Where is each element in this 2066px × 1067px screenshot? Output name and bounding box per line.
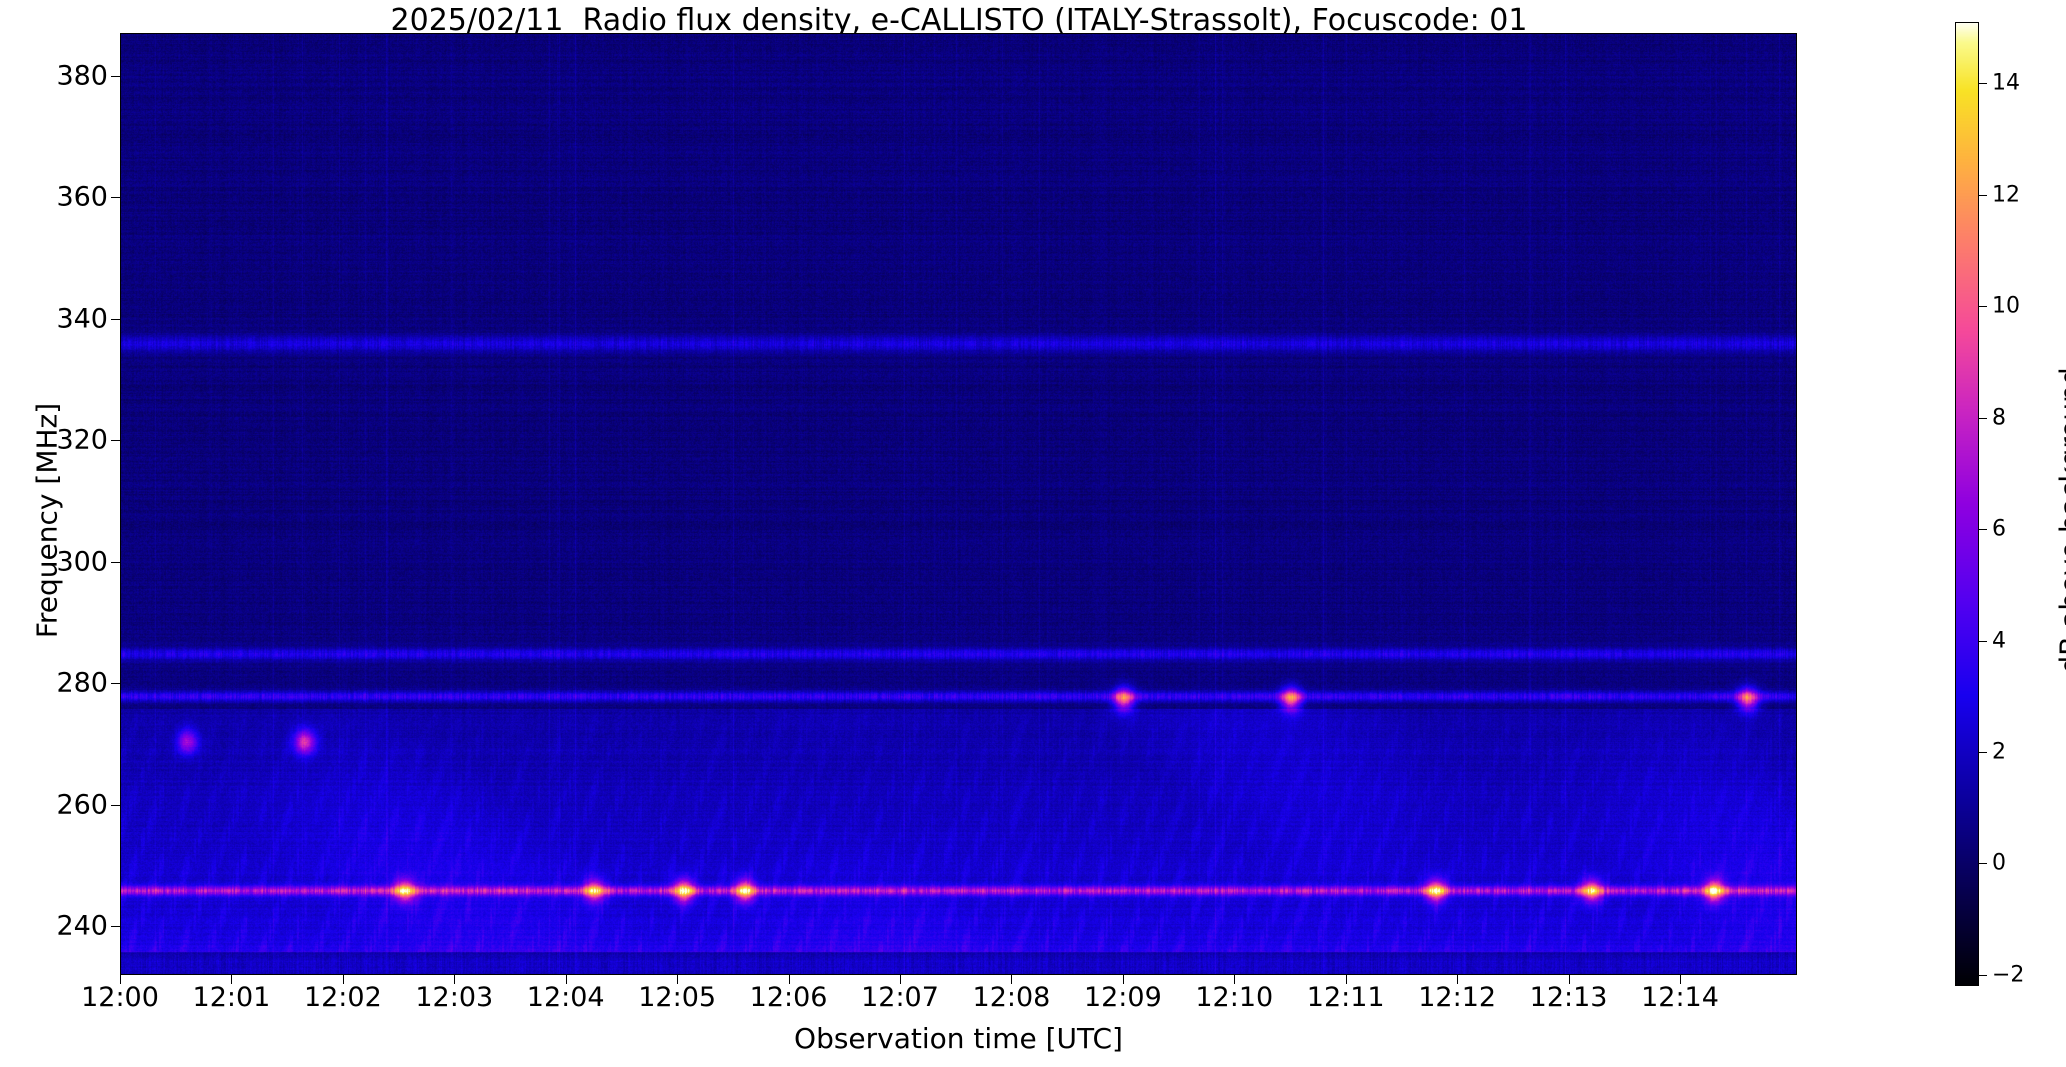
x-tick-label: 12:06 <box>749 982 828 1013</box>
y-tick-mark <box>111 318 120 320</box>
x-tick-label: 12:12 <box>1418 982 1497 1013</box>
y-tick-label: 260 <box>56 789 108 821</box>
colorbar-tick-label: 10 <box>1992 293 2020 319</box>
y-tick-label: 360 <box>56 181 108 213</box>
colorbar-tick-label: 0 <box>1992 850 2006 876</box>
x-tick-mark <box>1122 975 1124 984</box>
y-tick-mark <box>111 926 120 928</box>
colorbar-tick-label: 14 <box>1992 70 2020 96</box>
colorbar-label: dB above background <box>2053 367 2066 674</box>
colorbar-tick-label: 8 <box>1992 405 2006 431</box>
x-tick-label: 12:11 <box>1306 982 1385 1013</box>
x-tick-mark <box>1568 975 1570 984</box>
y-tick-label: 320 <box>56 424 108 456</box>
spectrogram-heatmap <box>121 34 1796 974</box>
x-tick-mark <box>454 975 456 984</box>
x-tick-label: 12:04 <box>526 982 605 1013</box>
y-tick-label: 380 <box>56 60 108 92</box>
colorbar-tick-mark <box>1979 751 1987 753</box>
x-axis-label: Observation time [UTC] <box>794 1022 1123 1055</box>
x-tick-label: 12:13 <box>1529 982 1608 1013</box>
y-tick-label: 280 <box>56 667 108 699</box>
x-tick-mark <box>900 975 901 984</box>
x-tick-label: 12:07 <box>861 982 939 1013</box>
x-tick-mark <box>1345 975 1347 984</box>
x-tick-label: 12:01 <box>192 982 271 1013</box>
y-tick-mark <box>111 683 120 685</box>
spectrogram-axes <box>120 33 1797 975</box>
colorbar-tick-label: −2 <box>1992 962 2025 988</box>
colorbar-gradient <box>1956 23 1978 985</box>
x-tick-label: 12:05 <box>638 982 717 1013</box>
x-tick-mark <box>231 975 233 984</box>
colorbar-tick-mark <box>1979 306 1987 308</box>
y-tick-label: 300 <box>56 546 108 578</box>
colorbar-tick-label: 12 <box>1992 182 2020 208</box>
colorbar-tick-mark <box>1979 83 1987 85</box>
y-tick-mark <box>111 197 120 199</box>
y-tick-mark <box>111 75 120 77</box>
x-tick-label: 12:14 <box>1641 982 1719 1013</box>
x-tick-label: 12:08 <box>972 982 1051 1013</box>
y-tick-mark <box>111 440 120 442</box>
colorbar-tick-label: 2 <box>1992 739 2006 765</box>
x-tick-label: 12:09 <box>1083 982 1162 1013</box>
colorbar-tick-label: 6 <box>1992 516 2006 542</box>
page-title: 2025/02/11 Radio flux density, e-CALLIST… <box>390 3 1528 38</box>
y-tick-mark <box>111 561 120 563</box>
colorbar-tick-mark <box>1979 529 1987 531</box>
x-tick-label: 12:00 <box>81 982 159 1013</box>
x-tick-mark <box>1011 975 1013 984</box>
colorbar-tick-mark <box>1979 863 1987 865</box>
x-tick-mark <box>677 975 679 984</box>
x-tick-mark <box>1234 975 1236 984</box>
colorbar-tick-mark <box>1979 640 1987 642</box>
x-tick-mark <box>788 975 790 984</box>
colorbar-tick-mark <box>1979 417 1987 419</box>
x-tick-label: 12:03 <box>415 982 494 1013</box>
x-tick-label: 12:02 <box>303 982 382 1013</box>
y-tick-mark <box>111 804 120 806</box>
x-tick-mark <box>120 975 121 984</box>
colorbar <box>1955 22 1979 986</box>
x-tick-mark <box>1680 975 1681 984</box>
colorbar-tick-mark <box>1979 974 1987 976</box>
x-tick-mark <box>342 975 344 984</box>
x-tick-label: 12:10 <box>1195 982 1274 1013</box>
colorbar-tick-label: 4 <box>1992 628 2006 654</box>
x-tick-mark <box>565 975 567 984</box>
x-tick-mark <box>1457 975 1459 984</box>
y-tick-label: 240 <box>56 910 108 942</box>
y-axis-label: Frequency [MHz] <box>30 402 64 639</box>
y-tick-label: 340 <box>56 303 108 335</box>
colorbar-tick-mark <box>1979 194 1987 196</box>
